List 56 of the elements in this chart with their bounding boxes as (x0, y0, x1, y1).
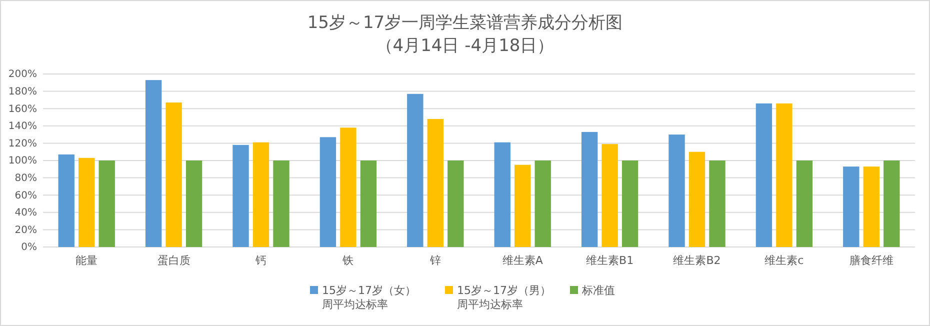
x-tick-label: 维生素B2 (673, 254, 721, 267)
bar (320, 137, 336, 247)
chart-subtitle: （4月14日 -4月18日） (376, 36, 554, 56)
x-tick-label: 铁 (342, 254, 354, 267)
y-tick-label: 140% (8, 121, 37, 132)
legend-label: 标准值 (581, 284, 615, 297)
y-tick-label: 180% (8, 86, 37, 98)
x-tick-label: 能量 (76, 254, 98, 267)
bar (340, 128, 356, 247)
bar (232, 144, 249, 247)
bar (360, 160, 377, 247)
bar (622, 160, 638, 247)
bar (709, 160, 726, 247)
y-tick-label: 20% (14, 224, 37, 236)
bar (756, 103, 772, 247)
y-tick-label: 200% (8, 69, 37, 80)
bar (448, 160, 464, 247)
bar (796, 160, 813, 247)
bar (98, 160, 115, 247)
bar (252, 142, 270, 247)
y-tick-label: 100% (8, 156, 37, 167)
legend-label: 15岁～17岁（女）周平均达标率 (322, 284, 416, 311)
x-tick-label: 蛋白质 (157, 254, 190, 267)
bar (776, 103, 792, 247)
bar (407, 94, 424, 247)
bar (427, 118, 444, 247)
x-tick-label: 维生素A (502, 254, 544, 267)
y-tick-label: 80% (14, 173, 37, 184)
bar (581, 132, 598, 247)
bar (186, 160, 202, 247)
bar (884, 160, 900, 247)
y-tick-label: 60% (14, 190, 37, 202)
x-tick-label: 膳食纤维 (849, 254, 894, 267)
bar (668, 134, 685, 247)
bar (166, 102, 182, 247)
bar (494, 142, 510, 247)
x-tick-label: 锌 (428, 254, 441, 267)
chart-title: 15岁～17岁一周学生菜谱营养成分分析图 (307, 13, 623, 33)
bar (843, 166, 860, 247)
x-tick-label: 钙 (254, 254, 266, 267)
bar (534, 160, 551, 247)
bar (145, 80, 162, 247)
bar (273, 160, 290, 247)
bar (78, 158, 95, 247)
x-tick-label: 维生素c (764, 254, 804, 267)
legend-label: 15岁～17岁（男）周平均达标率 (457, 284, 551, 311)
bar (863, 166, 880, 247)
bar (514, 164, 531, 247)
bar (58, 154, 74, 247)
y-tick-label: 0% (21, 242, 37, 254)
x-tick-label: 维生素B1 (586, 254, 634, 267)
bar (688, 152, 706, 247)
y-tick-label: 40% (14, 208, 37, 219)
y-tick-label: 120% (8, 138, 37, 150)
bar (602, 144, 618, 247)
y-tick-label: 160% (8, 104, 37, 115)
